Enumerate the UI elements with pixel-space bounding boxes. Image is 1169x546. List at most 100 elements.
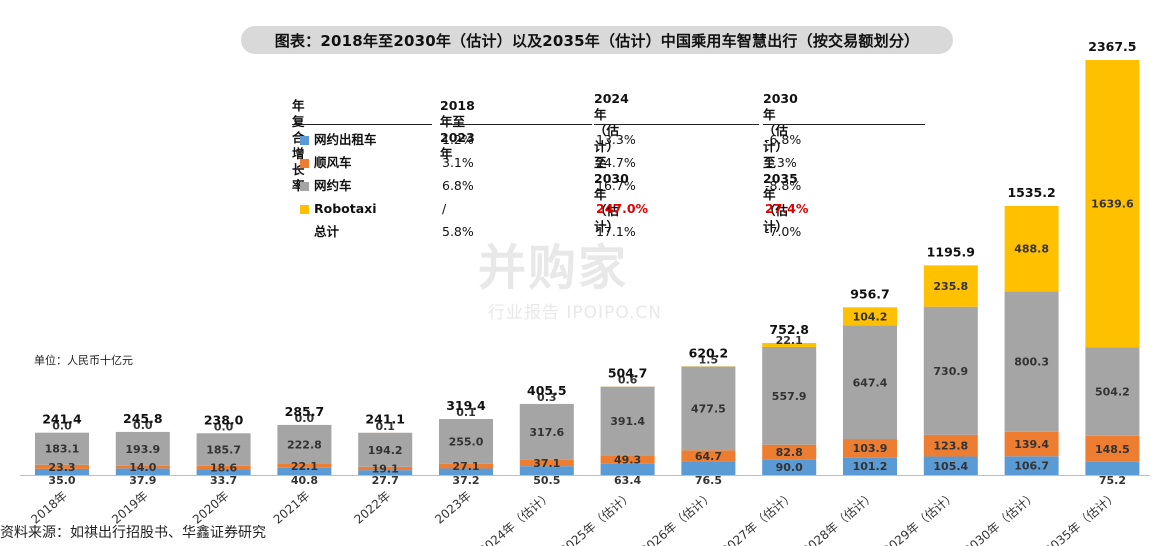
bar-segment <box>35 468 89 475</box>
segment-value-label: 0.0 <box>133 419 153 432</box>
cagr-value: 5.8% <box>442 224 474 239</box>
segment-value-label: 63.4 <box>614 474 641 487</box>
bar-segment <box>600 386 655 456</box>
cagr-value: / <box>442 201 447 216</box>
segment-value-label: 235.8 <box>933 280 968 293</box>
cagr-value: 247.0% <box>596 201 649 216</box>
segment-value-label: 148.5 <box>1095 443 1130 456</box>
bar-segment <box>681 461 736 475</box>
bar-segment <box>358 466 413 471</box>
cagr-value: 17.1% <box>596 224 636 239</box>
segment-value-label: 27.7 <box>372 474 399 487</box>
segment-value-label: 194.2 <box>368 444 403 457</box>
total-value-label: 405.5 <box>527 383 567 398</box>
segment-value-label: 557.9 <box>772 390 807 403</box>
cagr-header-2: 2024年（估计） 至2030年（估计） <box>594 91 629 234</box>
bar-segment <box>1004 456 1059 475</box>
category-tick-label: 2020年 <box>190 489 232 527</box>
bar-segment <box>277 463 332 468</box>
segment-value-label: 33.7 <box>210 474 237 487</box>
segment-value-label: 0.0 <box>214 420 234 433</box>
bar-segment <box>439 463 493 469</box>
bar-segment <box>1004 431 1059 457</box>
segment-value-label: 37.1 <box>533 457 560 470</box>
bar-segment <box>1004 291 1059 432</box>
category-tick-label: 2021年 <box>271 489 313 527</box>
segment-value-label: 391.4 <box>610 415 645 428</box>
bar-segment <box>35 464 89 469</box>
legend-swatch <box>300 205 309 214</box>
cagr-row-label: 顺风车 <box>300 152 352 174</box>
segment-value-label: 183.1 <box>45 443 80 456</box>
bar-segment <box>923 306 978 435</box>
total-value-label: 752.8 <box>769 322 809 337</box>
total-value-label: 956.7 <box>850 286 890 301</box>
bar-segment <box>681 450 736 462</box>
cagr-row-label: 总计 <box>314 224 340 239</box>
cagr-header-rule <box>440 124 592 125</box>
total-value-label: 241.1 <box>365 412 405 427</box>
bar-segment <box>843 439 897 458</box>
cagr-value: -7.0% <box>765 224 802 239</box>
segment-value-label: 14.0 <box>129 461 156 474</box>
total-value-label: 504.7 <box>608 366 648 381</box>
cagr-value: 6.8% <box>442 178 474 193</box>
cagr-value: 24.7% <box>596 155 636 170</box>
category-tick-label: 2023年 <box>432 489 474 527</box>
bar-segment <box>358 470 413 475</box>
segment-value-label: 90.0 <box>776 461 803 474</box>
segment-value-label: 106.7 <box>1014 460 1049 473</box>
cagr-value: 16.7% <box>596 178 636 193</box>
segment-value-label: 647.4 <box>853 376 888 389</box>
total-value-label: 1195.9 <box>927 244 975 259</box>
cagr-row-label: Robotaxi <box>300 198 377 220</box>
cagr-row-label: 网约车 <box>300 175 352 197</box>
segment-value-label: 0.3 <box>537 391 557 404</box>
cagr-header-1: 2018年至2023年 <box>440 98 475 161</box>
cagr-value: -8.8% <box>765 178 802 193</box>
category-tick-label: 2018年 <box>28 489 70 527</box>
bar-segment <box>1085 60 1140 348</box>
category-tick-label: 2026年（估计） <box>638 489 716 546</box>
bar-segment <box>762 444 817 460</box>
total-value-label: 241.4 <box>42 412 82 427</box>
segment-value-label: 35.0 <box>48 474 75 487</box>
cagr-header-rule <box>292 124 432 125</box>
segment-value-label: 76.5 <box>695 474 722 487</box>
segment-value-label: 50.5 <box>533 474 560 487</box>
cagr-row-label: 网约出租车 <box>300 129 377 151</box>
segment-value-label: 104.2 <box>853 310 888 323</box>
bar-segment <box>439 468 493 475</box>
segment-value-label: 19.1 <box>372 462 399 475</box>
cagr-value: 1.2% <box>442 132 474 147</box>
bar-segment <box>439 419 493 464</box>
segment-value-label: 22.1 <box>776 334 803 347</box>
segment-value-label: 139.4 <box>1014 438 1049 451</box>
segment-value-label: 123.8 <box>933 440 968 453</box>
bar-segment <box>843 307 897 326</box>
bar-segment <box>600 455 655 464</box>
segment-value-label: 0.1 <box>456 406 476 419</box>
bar-segment <box>277 467 332 475</box>
category-tick-label: 2025年（估计） <box>557 489 635 546</box>
bar-segment <box>519 403 574 460</box>
segment-value-label: 49.3 <box>614 454 641 467</box>
total-value-label: 2367.5 <box>1088 39 1136 54</box>
bar-segment <box>196 433 251 466</box>
segment-value-label: 1.5 <box>699 354 719 367</box>
cagr-value: 13.3% <box>596 132 636 147</box>
cagr-header-0: 年复合增长率 <box>292 98 305 193</box>
segment-value-label: 101.2 <box>853 460 888 473</box>
bar-segment <box>35 432 89 465</box>
total-value-label: 238.0 <box>204 412 244 427</box>
category-tick-label: 2022年 <box>352 489 394 527</box>
category-tick-label: 2028年（估计） <box>800 489 878 546</box>
segment-value-label: 488.8 <box>1014 243 1049 256</box>
bar-segment <box>115 431 170 466</box>
cagr-header-3: 2030年（估计） 至2035年（估计） <box>763 91 798 234</box>
total-value-label: 319.4 <box>446 398 486 413</box>
bar-segment <box>843 457 897 475</box>
segment-value-label: 40.8 <box>291 474 318 487</box>
segment-value-label: 317.6 <box>529 426 564 439</box>
